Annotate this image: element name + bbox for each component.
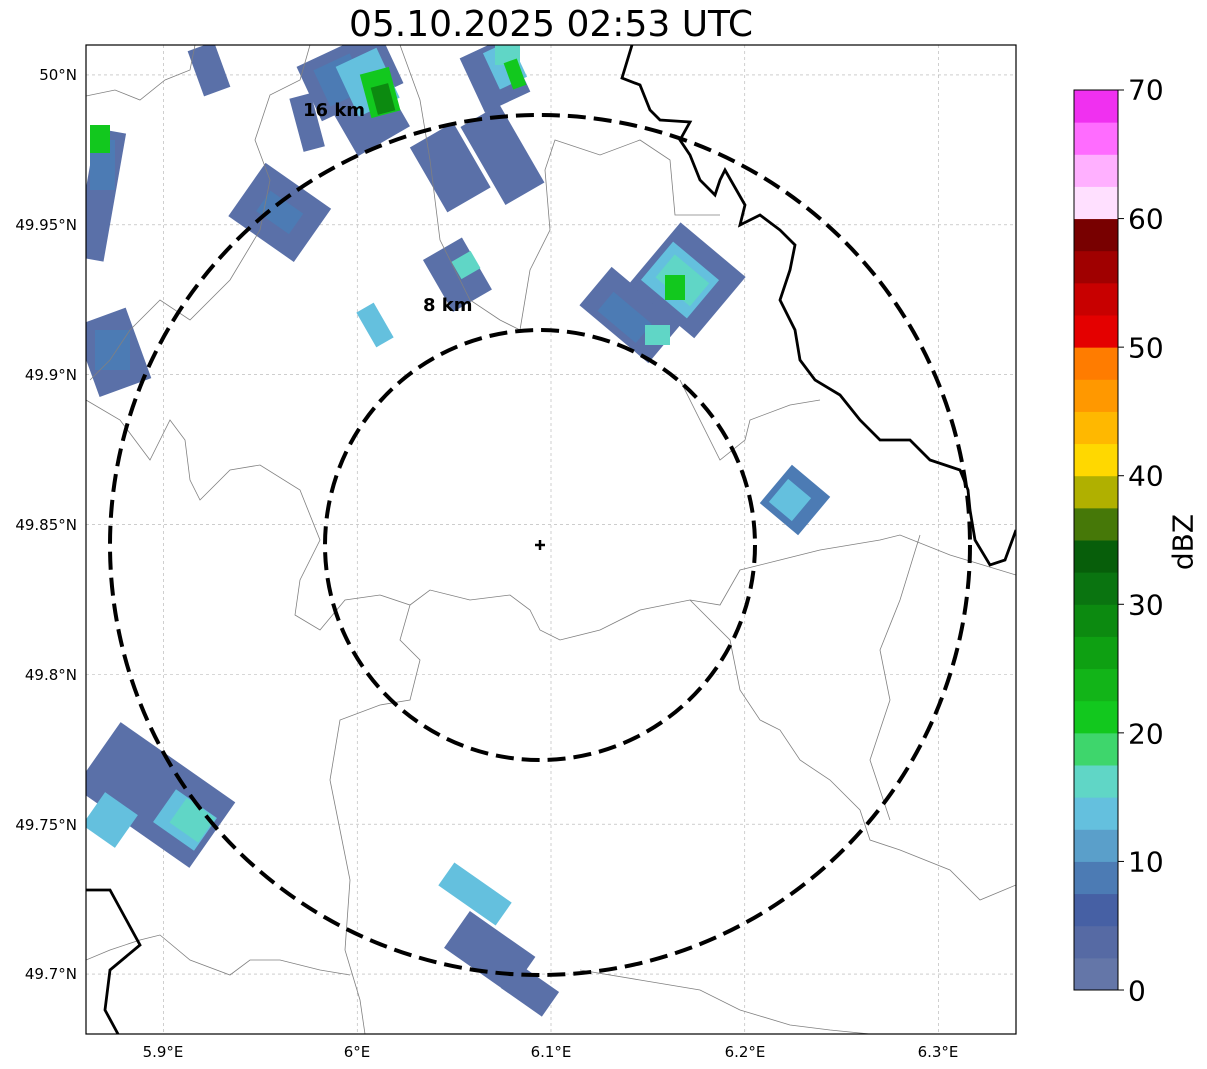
y-tick-label: 49.8°N — [24, 666, 77, 684]
y-tick-label: 49.95°N — [15, 216, 77, 234]
range-ring-label-8km: 8 km — [423, 295, 473, 316]
y-tick-label: 50°N — [39, 66, 77, 84]
colorbar-swatch — [1074, 540, 1118, 573]
colorbar-swatch — [1074, 732, 1118, 766]
colorbar-swatch — [1074, 700, 1118, 734]
colorbar-tick-label: 60 — [1128, 202, 1164, 236]
colorbar-swatch — [1074, 90, 1118, 123]
colorbar-swatch — [1074, 636, 1118, 670]
range-rings — [108, 113, 972, 977]
colorbar-swatch — [1074, 572, 1118, 605]
colorbar-swatch — [1074, 604, 1118, 637]
colorbar-tick-label: 50 — [1128, 331, 1164, 365]
colorbar-swatch — [1074, 186, 1118, 220]
y-tick-label: 49.85°N — [15, 516, 77, 534]
colorbar-tick-label: 40 — [1128, 459, 1164, 493]
colorbar-swatch — [1074, 282, 1118, 316]
colorbar — [1073, 89, 1124, 991]
range-ring-8km — [323, 328, 757, 762]
colorbar-swatch — [1074, 122, 1118, 155]
colorbar-tick-label: 70 — [1128, 73, 1164, 107]
colorbar-swatch — [1074, 250, 1118, 284]
colorbar-swatch — [1074, 347, 1118, 380]
colorbar-tick-label: 30 — [1128, 588, 1164, 622]
x-tick-label: 6.2°E — [724, 1043, 766, 1061]
map-title: 05.10.2025 02:53 UTC — [348, 4, 754, 45]
colorbar-tick-label: 0 — [1128, 974, 1146, 1008]
colorbar-tick-label: 20 — [1128, 717, 1164, 751]
colorbar-swatch — [1074, 925, 1118, 959]
y-tick-label: 49.7°N — [24, 965, 77, 983]
colorbar-swatch — [1074, 218, 1118, 252]
colorbar-swatch — [1074, 957, 1118, 991]
colorbar-swatch — [1074, 475, 1118, 509]
range-ring-label-16km: 16 km — [303, 100, 366, 121]
colorbar-swatch — [1074, 893, 1118, 927]
radar-site-marker — [535, 540, 545, 550]
echo-layer — [86, 45, 831, 1017]
x-tick-label: 5.9°E — [142, 1043, 184, 1061]
colorbar-swatch — [1074, 443, 1118, 477]
x-tick-label: 6°E — [343, 1043, 371, 1061]
x-tick-label: 6.1°E — [530, 1043, 572, 1061]
colorbar-swatch — [1074, 765, 1118, 798]
colorbar-swatch — [1074, 507, 1118, 541]
colorbar-swatch — [1074, 668, 1118, 702]
map-frame — [85, 44, 1017, 1035]
colorbar-swatch — [1074, 797, 1118, 830]
colorbar-label: dBZ — [1166, 513, 1200, 571]
colorbar-swatch — [1074, 861, 1118, 895]
colorbar-frame — [1073, 89, 1119, 991]
range-ring-16km — [108, 113, 972, 977]
colorbar-swatch — [1074, 154, 1118, 187]
x-tick-label: 6.3°E — [917, 1043, 959, 1061]
colorbar-swatch — [1074, 411, 1118, 445]
y-tick-label: 49.75°N — [15, 816, 77, 834]
colorbar-swatch — [1074, 379, 1118, 412]
y-tick-label: 49.9°N — [24, 366, 77, 384]
colorbar-swatch — [1074, 829, 1118, 862]
colorbar-swatch — [1074, 315, 1118, 348]
colorbar-tick-label: 10 — [1128, 845, 1164, 879]
